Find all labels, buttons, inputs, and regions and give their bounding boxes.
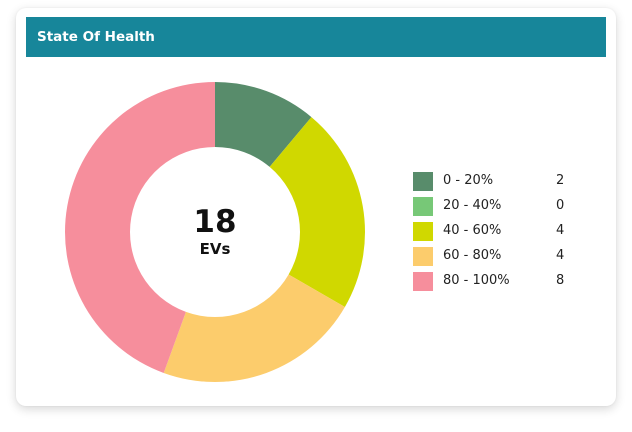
legend-count: 4 (556, 223, 565, 238)
donut-slice-80-100[interactable] (65, 82, 216, 373)
chart-legend: 0 - 20% 2 20 - 40% 0 40 - 60% 4 60 - 80%… (413, 171, 593, 296)
donut-chart-svg (65, 82, 365, 382)
donut-slice-60-80[interactable] (163, 274, 345, 383)
donut-slice-40-60[interactable] (269, 117, 365, 307)
legend-swatch (413, 247, 433, 266)
legend-swatch (413, 197, 433, 216)
donut-chart: 18 EVs (65, 82, 365, 382)
legend-label: 80 - 100% (443, 273, 510, 288)
legend-item-20-40[interactable]: 20 - 40% 0 (413, 196, 593, 216)
legend-item-40-60[interactable]: 40 - 60% 4 (413, 221, 593, 241)
card-header: State Of Health (26, 17, 606, 57)
legend-swatch (413, 222, 433, 241)
state-of-health-card: State Of Health 18 EVs 0 - 20% 2 20 - 40… (16, 8, 616, 406)
legend-item-60-80[interactable]: 60 - 80% 4 (413, 246, 593, 266)
legend-count: 0 (556, 198, 565, 213)
legend-label: 60 - 80% (443, 248, 502, 263)
legend-label: 20 - 40% (443, 198, 502, 213)
legend-item-0-20[interactable]: 0 - 20% 2 (413, 171, 593, 191)
legend-swatch (413, 272, 433, 291)
legend-swatch (413, 172, 433, 191)
legend-count: 8 (556, 273, 565, 288)
donut-slice-0-20[interactable] (215, 82, 312, 167)
legend-item-80-100[interactable]: 80 - 100% 8 (413, 271, 593, 291)
card-title: State Of Health (37, 29, 155, 45)
legend-label: 40 - 60% (443, 223, 502, 238)
legend-label: 0 - 20% (443, 173, 494, 188)
legend-count: 2 (556, 173, 565, 188)
legend-count: 4 (556, 248, 565, 263)
